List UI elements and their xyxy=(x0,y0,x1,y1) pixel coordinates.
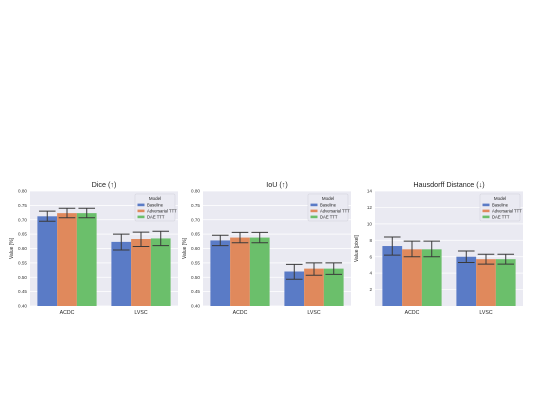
y-tick-label: 0.50 xyxy=(191,275,200,280)
y-tick-label: 0.60 xyxy=(191,246,200,251)
bar-adversarial-ttt xyxy=(131,239,151,306)
bar-baseline xyxy=(284,271,305,306)
y-axis-label: Value [%] xyxy=(182,237,188,259)
y-tick-label: 4 xyxy=(369,271,372,276)
bar-adversarial-ttt xyxy=(304,268,324,306)
y-tick-label: 0.70 xyxy=(18,217,27,222)
bar-adversarial-ttt xyxy=(402,249,422,306)
x-tick-label: LVSC xyxy=(134,310,147,316)
legend-swatch xyxy=(137,203,145,207)
x-tick-label: ACDC xyxy=(60,310,75,316)
legend-label: DAE TTT xyxy=(492,214,510,219)
legend-box xyxy=(479,193,521,222)
legend-label: DAE TTT xyxy=(147,214,165,219)
legend-label: Baseline xyxy=(492,202,509,207)
bar-dae-ttt xyxy=(323,268,344,306)
legend-swatch xyxy=(482,209,490,213)
y-tick-label: 2 xyxy=(369,287,372,292)
x-tick-label: ACDC xyxy=(405,310,420,316)
y-tick-label: 0.50 xyxy=(18,275,27,280)
y-tick-label: 0.75 xyxy=(18,203,27,208)
bar-dae-ttt xyxy=(76,213,97,306)
legend-swatch xyxy=(310,203,318,207)
y-tick-label: 0.65 xyxy=(191,232,200,237)
legend-box xyxy=(134,193,176,222)
bar-baseline xyxy=(382,246,403,306)
bar-dae-ttt xyxy=(495,259,516,306)
legend-label: Baseline xyxy=(320,202,337,207)
legend-label: Baseline xyxy=(147,202,164,207)
bar-adversarial-ttt xyxy=(476,259,496,306)
bar-baseline xyxy=(37,216,58,306)
chart-title: IoU (↑) xyxy=(266,180,288,189)
legend-label: DAE TTT xyxy=(320,214,338,219)
y-tick-label: 0.55 xyxy=(18,260,27,265)
y-tick-label: 0.55 xyxy=(191,260,200,265)
bar-dae-ttt xyxy=(421,249,442,306)
legend-swatch xyxy=(137,215,145,219)
legend-swatch xyxy=(482,215,490,219)
y-axis-label: Value [pixel] xyxy=(354,234,360,261)
legend-label: Adversarial TTT xyxy=(492,208,522,213)
y-tick-label: 0.65 xyxy=(18,232,27,237)
y-tick-label: 8 xyxy=(369,238,372,243)
legend-swatch xyxy=(482,203,490,207)
bar-baseline xyxy=(210,240,231,306)
bar-adversarial-ttt xyxy=(230,237,250,306)
y-axis-label: Value [%] xyxy=(9,237,15,259)
y-tick-label: 0.45 xyxy=(18,289,27,294)
y-tick-label: 10 xyxy=(367,221,373,226)
bar-dae-ttt xyxy=(249,237,270,306)
legend-label: Adversarial TTT xyxy=(147,208,177,213)
y-tick-label: 6 xyxy=(369,254,372,259)
y-tick-label: 0.60 xyxy=(18,246,27,251)
x-tick-label: LVSC xyxy=(307,310,320,316)
y-tick-label: 0.80 xyxy=(18,189,27,194)
legend-title: Model xyxy=(494,196,506,201)
y-tick-label: 0.80 xyxy=(191,189,200,194)
bar-baseline xyxy=(111,241,132,306)
bar-adversarial-ttt xyxy=(57,213,77,306)
y-tick-label: 0.75 xyxy=(191,203,200,208)
x-tick-label: LVSC xyxy=(479,310,492,316)
bar-dae-ttt xyxy=(150,238,171,306)
x-tick-label: ACDC xyxy=(233,310,248,316)
legend-swatch xyxy=(137,209,145,213)
y-tick-label: 14 xyxy=(367,189,373,194)
chart-title: Dice (↑) xyxy=(92,180,117,189)
bar-baseline xyxy=(456,256,477,306)
y-tick-label: 0.40 xyxy=(191,304,200,309)
y-tick-label: 0.70 xyxy=(191,217,200,222)
chart-panel-2: 0.40 0.45 0.50 0.55 0.60 0.65 0.70 0.75 0.80 IoU … xyxy=(182,180,351,316)
legend-title: Model xyxy=(149,196,161,201)
y-tick-label: 12 xyxy=(367,205,373,210)
legend-box xyxy=(307,193,349,222)
legend-title: Model xyxy=(322,196,334,201)
legend-swatch xyxy=(310,209,318,213)
y-tick-label: 0.45 xyxy=(191,289,200,294)
legend-swatch xyxy=(310,215,318,219)
y-tick-label: 0.40 xyxy=(18,304,27,309)
chart-title: Hausdorff Distance (↓) xyxy=(413,180,484,189)
chart-panel-1: 0.40 0.45 0.50 0.55 0.60 0.65 0.70 0.75 0.80 Dice… xyxy=(9,180,178,316)
legend-label: Adversarial TTT xyxy=(320,208,350,213)
chart-panel-3: 2 4 6 8 10 12 14 Hausdorff Distance (↓) Value [p… xyxy=(354,180,523,316)
